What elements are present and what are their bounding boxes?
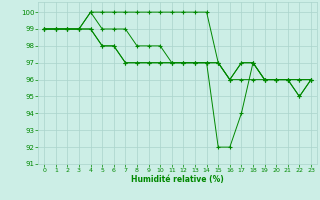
X-axis label: Humidité relative (%): Humidité relative (%) [131,175,224,184]
